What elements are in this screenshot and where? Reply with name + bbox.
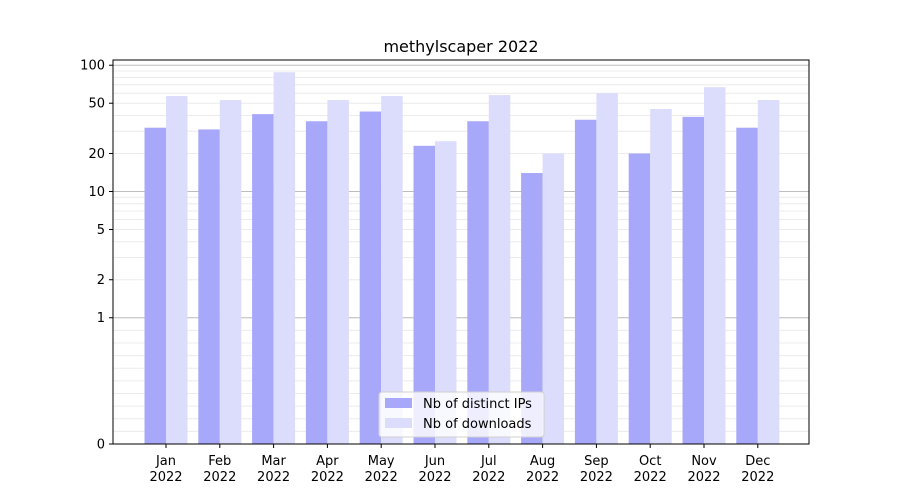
bar-downloads xyxy=(542,153,565,444)
bar-distinct-ips xyxy=(198,129,220,444)
bar-downloads xyxy=(757,100,780,445)
bar-distinct-ips xyxy=(521,173,543,444)
y-tick-label: 0 xyxy=(97,438,105,453)
y-tick-label: 1 xyxy=(97,311,105,326)
legend-swatch xyxy=(385,418,412,428)
bar-distinct-ips xyxy=(574,119,597,445)
bar-distinct-ips xyxy=(252,114,274,445)
legend-swatch xyxy=(385,398,412,408)
y-tick-label: 20 xyxy=(88,147,105,162)
bar-downloads xyxy=(381,96,403,445)
x-tick-label: Nov 2022 xyxy=(687,454,720,485)
bar-downloads xyxy=(219,100,242,445)
bar-downloads xyxy=(435,141,457,444)
y-tick-label: 100 xyxy=(80,59,105,74)
y-tick-label: 5 xyxy=(97,223,105,238)
x-tick-label: Jul 2022 xyxy=(472,454,505,485)
y-axis: 0 1 2 5 10 20 50 100 xyxy=(80,59,113,453)
bar-distinct-ips xyxy=(359,111,382,445)
x-tick-label: May 2022 xyxy=(365,454,398,485)
bar-downloads xyxy=(596,93,618,444)
x-tick-label: Jun 2022 xyxy=(418,454,451,485)
bar-distinct-ips xyxy=(628,153,651,444)
x-tick-label: Oct 2022 xyxy=(634,454,667,485)
legend-label: Nb of downloads xyxy=(423,417,532,432)
x-tick-label: Sep 2022 xyxy=(580,454,613,485)
bar-downloads xyxy=(273,72,296,444)
plot-area-frame xyxy=(112,59,810,445)
bar-distinct-ips xyxy=(736,127,758,445)
x-tick-label: Jan 2022 xyxy=(149,454,182,485)
legend: Nb of distinct IPs Nb of downloads xyxy=(378,391,545,438)
bar-distinct-ips xyxy=(413,145,435,444)
y-tick-label: 10 xyxy=(88,185,105,200)
bar-downloads xyxy=(704,87,726,444)
bar-distinct-ips xyxy=(144,127,166,445)
x-tick-label: Mar 2022 xyxy=(257,454,290,485)
legend-box xyxy=(378,391,545,438)
bar-downloads xyxy=(166,96,188,445)
bar-downloads xyxy=(327,100,349,445)
bar-distinct-ips xyxy=(682,116,704,445)
legend-label: Nb of distinct IPs xyxy=(423,397,532,412)
bar-downloads xyxy=(488,95,511,445)
x-axis: Jan 2022 Feb 2022 Mar 2022 Apr 2022 May 2022 Jun 20… xyxy=(149,444,774,485)
y-tick-label: 2 xyxy=(97,273,105,288)
x-tick-label: Dec 2022 xyxy=(741,454,774,485)
x-tick-label: Aug 2022 xyxy=(526,454,559,485)
chart-title: methylscaper 2022 xyxy=(383,37,538,56)
x-tick-label: Apr 2022 xyxy=(311,454,344,485)
bar-distinct-ips xyxy=(305,121,328,444)
bars xyxy=(144,72,780,445)
y-tick-label: 50 xyxy=(88,97,105,112)
x-tick-label: Feb 2022 xyxy=(203,454,236,485)
bar-downloads xyxy=(650,109,672,444)
bar-distinct-ips xyxy=(467,121,489,444)
